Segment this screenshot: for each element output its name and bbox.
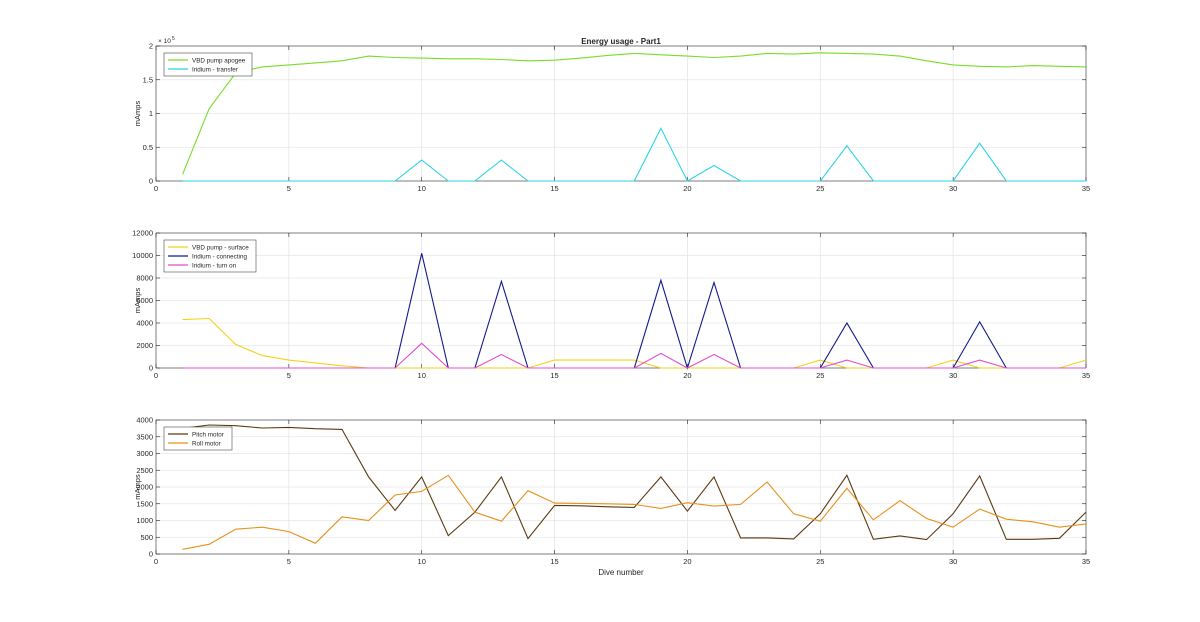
x-tick-label: 15 — [550, 557, 558, 566]
series-line — [182, 317, 1087, 369]
legend-label: VBD pump apogee — [192, 57, 246, 64]
legend-label: Roll motor — [192, 440, 221, 447]
x-tick-label: 15 — [550, 184, 558, 193]
y-tick-label: 0.5 — [143, 143, 153, 152]
x-tick-label: 20 — [683, 184, 691, 193]
y-tick-label: 1000 — [136, 516, 153, 525]
figure-title: Energy usage - Part1 — [581, 37, 661, 46]
x-tick-label: 0 — [154, 371, 158, 380]
x-tick-label: 25 — [816, 557, 824, 566]
legend-label: Pitch motor — [192, 431, 224, 438]
legend-label: Iridium - turn on — [192, 262, 237, 269]
x-axis-label: Dive number — [598, 568, 644, 577]
y-tick-label: 2 — [149, 42, 153, 51]
series-line — [182, 52, 1087, 175]
x-tick-label: 25 — [816, 371, 824, 380]
y-tick-label: 3500 — [136, 432, 153, 441]
series-line — [182, 253, 1086, 370]
y-tick-label: 1500 — [136, 499, 153, 508]
x-tick-label: 35 — [1082, 557, 1090, 566]
x-tick-label: 30 — [949, 184, 957, 193]
y-tick-label: 0 — [149, 364, 153, 373]
series-line — [182, 127, 1086, 182]
y-axis-label: mAmps — [133, 101, 142, 127]
y-tick-label: 8000 — [136, 274, 153, 283]
series-line — [182, 342, 1086, 369]
x-tick-label: 30 — [949, 371, 957, 380]
legend-box — [163, 426, 233, 451]
y-tick-label: 12000 — [132, 229, 153, 238]
y-tick-label: 10000 — [132, 251, 153, 260]
legend-label: Iridium - connecting — [192, 253, 247, 260]
y-tick-label: 1 — [149, 109, 153, 118]
x-tick-label: 10 — [418, 371, 426, 380]
y-tick-label: 4000 — [136, 416, 153, 425]
series-line — [182, 424, 1087, 541]
y-tick-label: 0 — [149, 177, 153, 186]
legend-label: Iridium - transfer — [192, 66, 238, 73]
y-tick-label: 0 — [149, 550, 153, 559]
legend-label: VBD pump - surface — [192, 244, 249, 251]
y-tick-label: 4000 — [136, 319, 153, 328]
y-tick-label: 3000 — [136, 449, 153, 458]
x-tick-label: 20 — [683, 371, 691, 380]
legend-box — [163, 52, 253, 77]
chart-panel-3: 0 5 10 15 20 25 30 35 0 500 1000 1500 2000 2500 3000 35… — [133, 416, 1090, 566]
y-tick-label: 500 — [140, 533, 153, 542]
y-axis-label: mAmps — [133, 288, 142, 314]
x-tick-label: 25 — [816, 184, 824, 193]
x-tick-label: 20 — [683, 557, 691, 566]
y-tick-label: 6000 — [136, 296, 153, 305]
chart-panel-2: 0 5 10 15 20 25 30 35 0 2000 4000 6000 8000 10000 1200… — [132, 229, 1090, 380]
x-tick-label: 0 — [154, 184, 158, 193]
y-exponent-power: 5 — [172, 36, 175, 42]
y-tick-label: 1.5 — [143, 75, 153, 84]
x-tick-label: 5 — [287, 184, 291, 193]
x-tick-label: 15 — [550, 371, 558, 380]
y-tick-label: 2500 — [136, 466, 153, 475]
x-tick-label: 5 — [287, 557, 291, 566]
x-tick-label: 30 — [949, 557, 957, 566]
y-tick-label: 2000 — [136, 341, 153, 350]
x-tick-label: 35 — [1082, 371, 1090, 380]
y-tick-label: 2000 — [136, 483, 153, 492]
y-axis-label: mAmps — [133, 474, 142, 500]
x-tick-label: 35 — [1082, 184, 1090, 193]
x-tick-label: 5 — [287, 371, 291, 380]
x-tick-label: 0 — [154, 557, 158, 566]
x-tick-label: 10 — [418, 557, 426, 566]
y-exponent-label: × 10 — [158, 38, 171, 45]
series-line — [182, 474, 1087, 550]
x-tick-label: 10 — [418, 184, 426, 193]
